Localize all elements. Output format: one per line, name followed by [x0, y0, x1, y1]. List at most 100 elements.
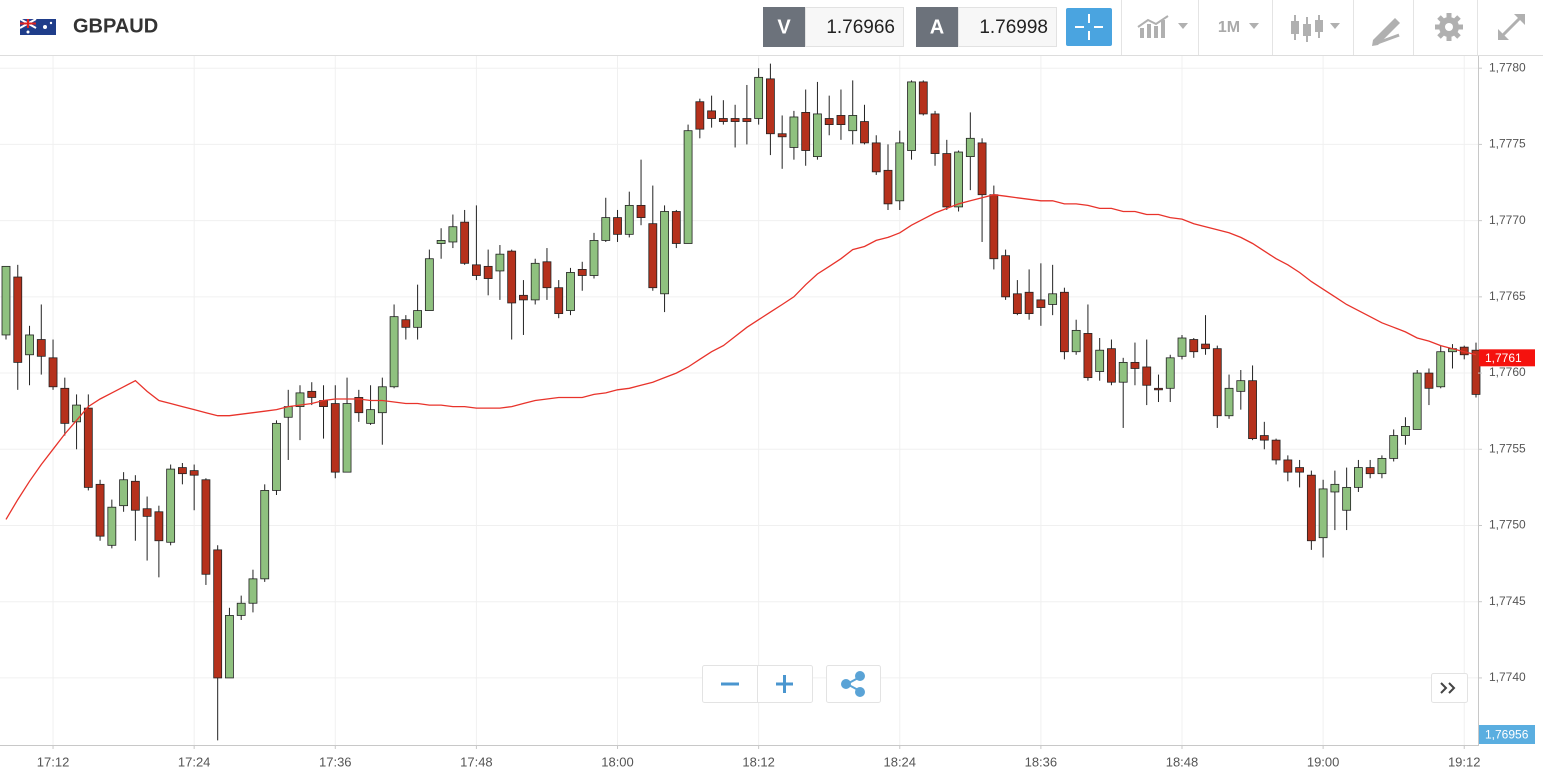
candle-body	[413, 310, 423, 328]
candle-body	[1165, 357, 1175, 389]
candle-body	[1436, 351, 1446, 388]
candle-body	[1130, 361, 1140, 369]
candle-body	[507, 250, 517, 304]
x-tick-label: 17:36	[319, 754, 352, 769]
candle-body	[366, 409, 375, 424]
candle-body	[1107, 348, 1116, 383]
candle-body	[1224, 387, 1234, 417]
candle-body	[683, 130, 693, 244]
x-tick-label: 18:36	[1025, 754, 1058, 769]
ask-button[interactable]	[916, 7, 958, 47]
candle-body	[942, 153, 952, 208]
x-tick-label: 18:00	[601, 754, 634, 769]
last-price-tag-label: 1,7761	[1485, 351, 1522, 365]
candle-body	[918, 81, 928, 115]
candle-body	[236, 602, 246, 616]
candle-body	[777, 133, 787, 138]
candle-body	[1024, 291, 1034, 315]
bid-price: 1.76966	[826, 17, 895, 38]
candle-type-button[interactable]	[1291, 15, 1340, 42]
x-tick-label: 18:24	[883, 754, 916, 769]
candle-body	[1036, 299, 1046, 308]
candle-body	[989, 194, 999, 260]
y-tick-label: 1,7755	[1489, 441, 1526, 455]
candle-body	[330, 403, 340, 473]
candle-body	[107, 506, 117, 546]
candle-body	[1412, 372, 1422, 430]
candle-body	[1048, 293, 1058, 305]
candle-body	[389, 316, 399, 388]
candle-body	[977, 142, 987, 196]
ask-label: A	[930, 16, 944, 38]
candle-body	[519, 294, 528, 301]
candle-body	[860, 121, 869, 144]
candle-body	[636, 204, 646, 218]
candle-body	[530, 262, 540, 301]
flag-icon	[19, 18, 56, 35]
share-button[interactable]	[841, 671, 865, 697]
y-tick-label: 1,7760	[1489, 365, 1526, 379]
candle-body	[142, 508, 152, 517]
candle-body	[213, 549, 223, 679]
symbol: GBPAUD	[73, 15, 158, 37]
zoom-controls	[702, 665, 1468, 703]
candle-body	[1083, 333, 1093, 379]
zoom-in[interactable]	[776, 675, 793, 693]
candle-body	[1071, 329, 1081, 353]
candle-body	[448, 226, 458, 243]
timeframe[interactable]: 1M	[1218, 19, 1240, 36]
candle-body	[930, 113, 940, 154]
bid-label: V	[777, 16, 791, 38]
x-tick-label: 19:00	[1307, 754, 1340, 769]
scroll-end-button[interactable]	[1440, 682, 1456, 694]
candle-body	[601, 217, 611, 241]
x-tick-label: 17:48	[460, 754, 493, 769]
candle-body	[1212, 348, 1222, 417]
candle-body	[471, 264, 481, 276]
candle-body	[1236, 380, 1246, 392]
candle-body	[965, 137, 975, 158]
candle-body	[824, 118, 834, 125]
candle-body	[201, 479, 211, 575]
grid	[0, 56, 1478, 745]
fullscreen-button[interactable]	[1498, 14, 1525, 40]
candle-body	[707, 110, 716, 119]
candle-body	[166, 468, 176, 543]
candle-body	[354, 397, 364, 414]
ask-price: 1.76998	[979, 17, 1048, 38]
candle-body	[766, 78, 775, 135]
candle-body	[1012, 293, 1022, 315]
candle-body	[225, 615, 234, 679]
crosshair-button[interactable]	[1066, 8, 1112, 46]
y-tick-label: 1,7750	[1489, 518, 1526, 532]
candle-body	[789, 116, 799, 148]
candle-body	[577, 269, 587, 276]
candle-body	[13, 276, 23, 363]
candle-body	[1118, 361, 1128, 383]
candle-body	[1283, 459, 1293, 473]
candle-body	[730, 118, 740, 122]
candle-body	[1389, 435, 1399, 459]
candle-body	[1365, 467, 1375, 475]
candle-body	[848, 115, 858, 132]
moving-average	[5, 194, 1477, 520]
candle-body	[695, 101, 705, 130]
candle-body	[495, 253, 505, 272]
candle-body	[1401, 426, 1410, 436]
candle-body	[871, 142, 881, 173]
candle-body	[1095, 349, 1105, 372]
settings-button[interactable]	[1435, 13, 1463, 41]
candle-body	[907, 81, 916, 151]
candle-body	[954, 151, 963, 208]
marks	[1, 63, 1481, 741]
draw-button[interactable]	[1372, 18, 1400, 46]
separators	[1121, 0, 1478, 55]
bid-button[interactable]	[763, 7, 805, 47]
bid-price-tag-label: 1,76956	[1485, 728, 1529, 742]
candle-body	[307, 390, 317, 398]
x-tick-label: 18:48	[1166, 754, 1199, 769]
x-tick-label: 18:12	[742, 754, 775, 769]
candle-body	[1189, 339, 1199, 353]
candle-body	[1201, 343, 1210, 350]
chart-type-button[interactable]	[1137, 15, 1188, 38]
